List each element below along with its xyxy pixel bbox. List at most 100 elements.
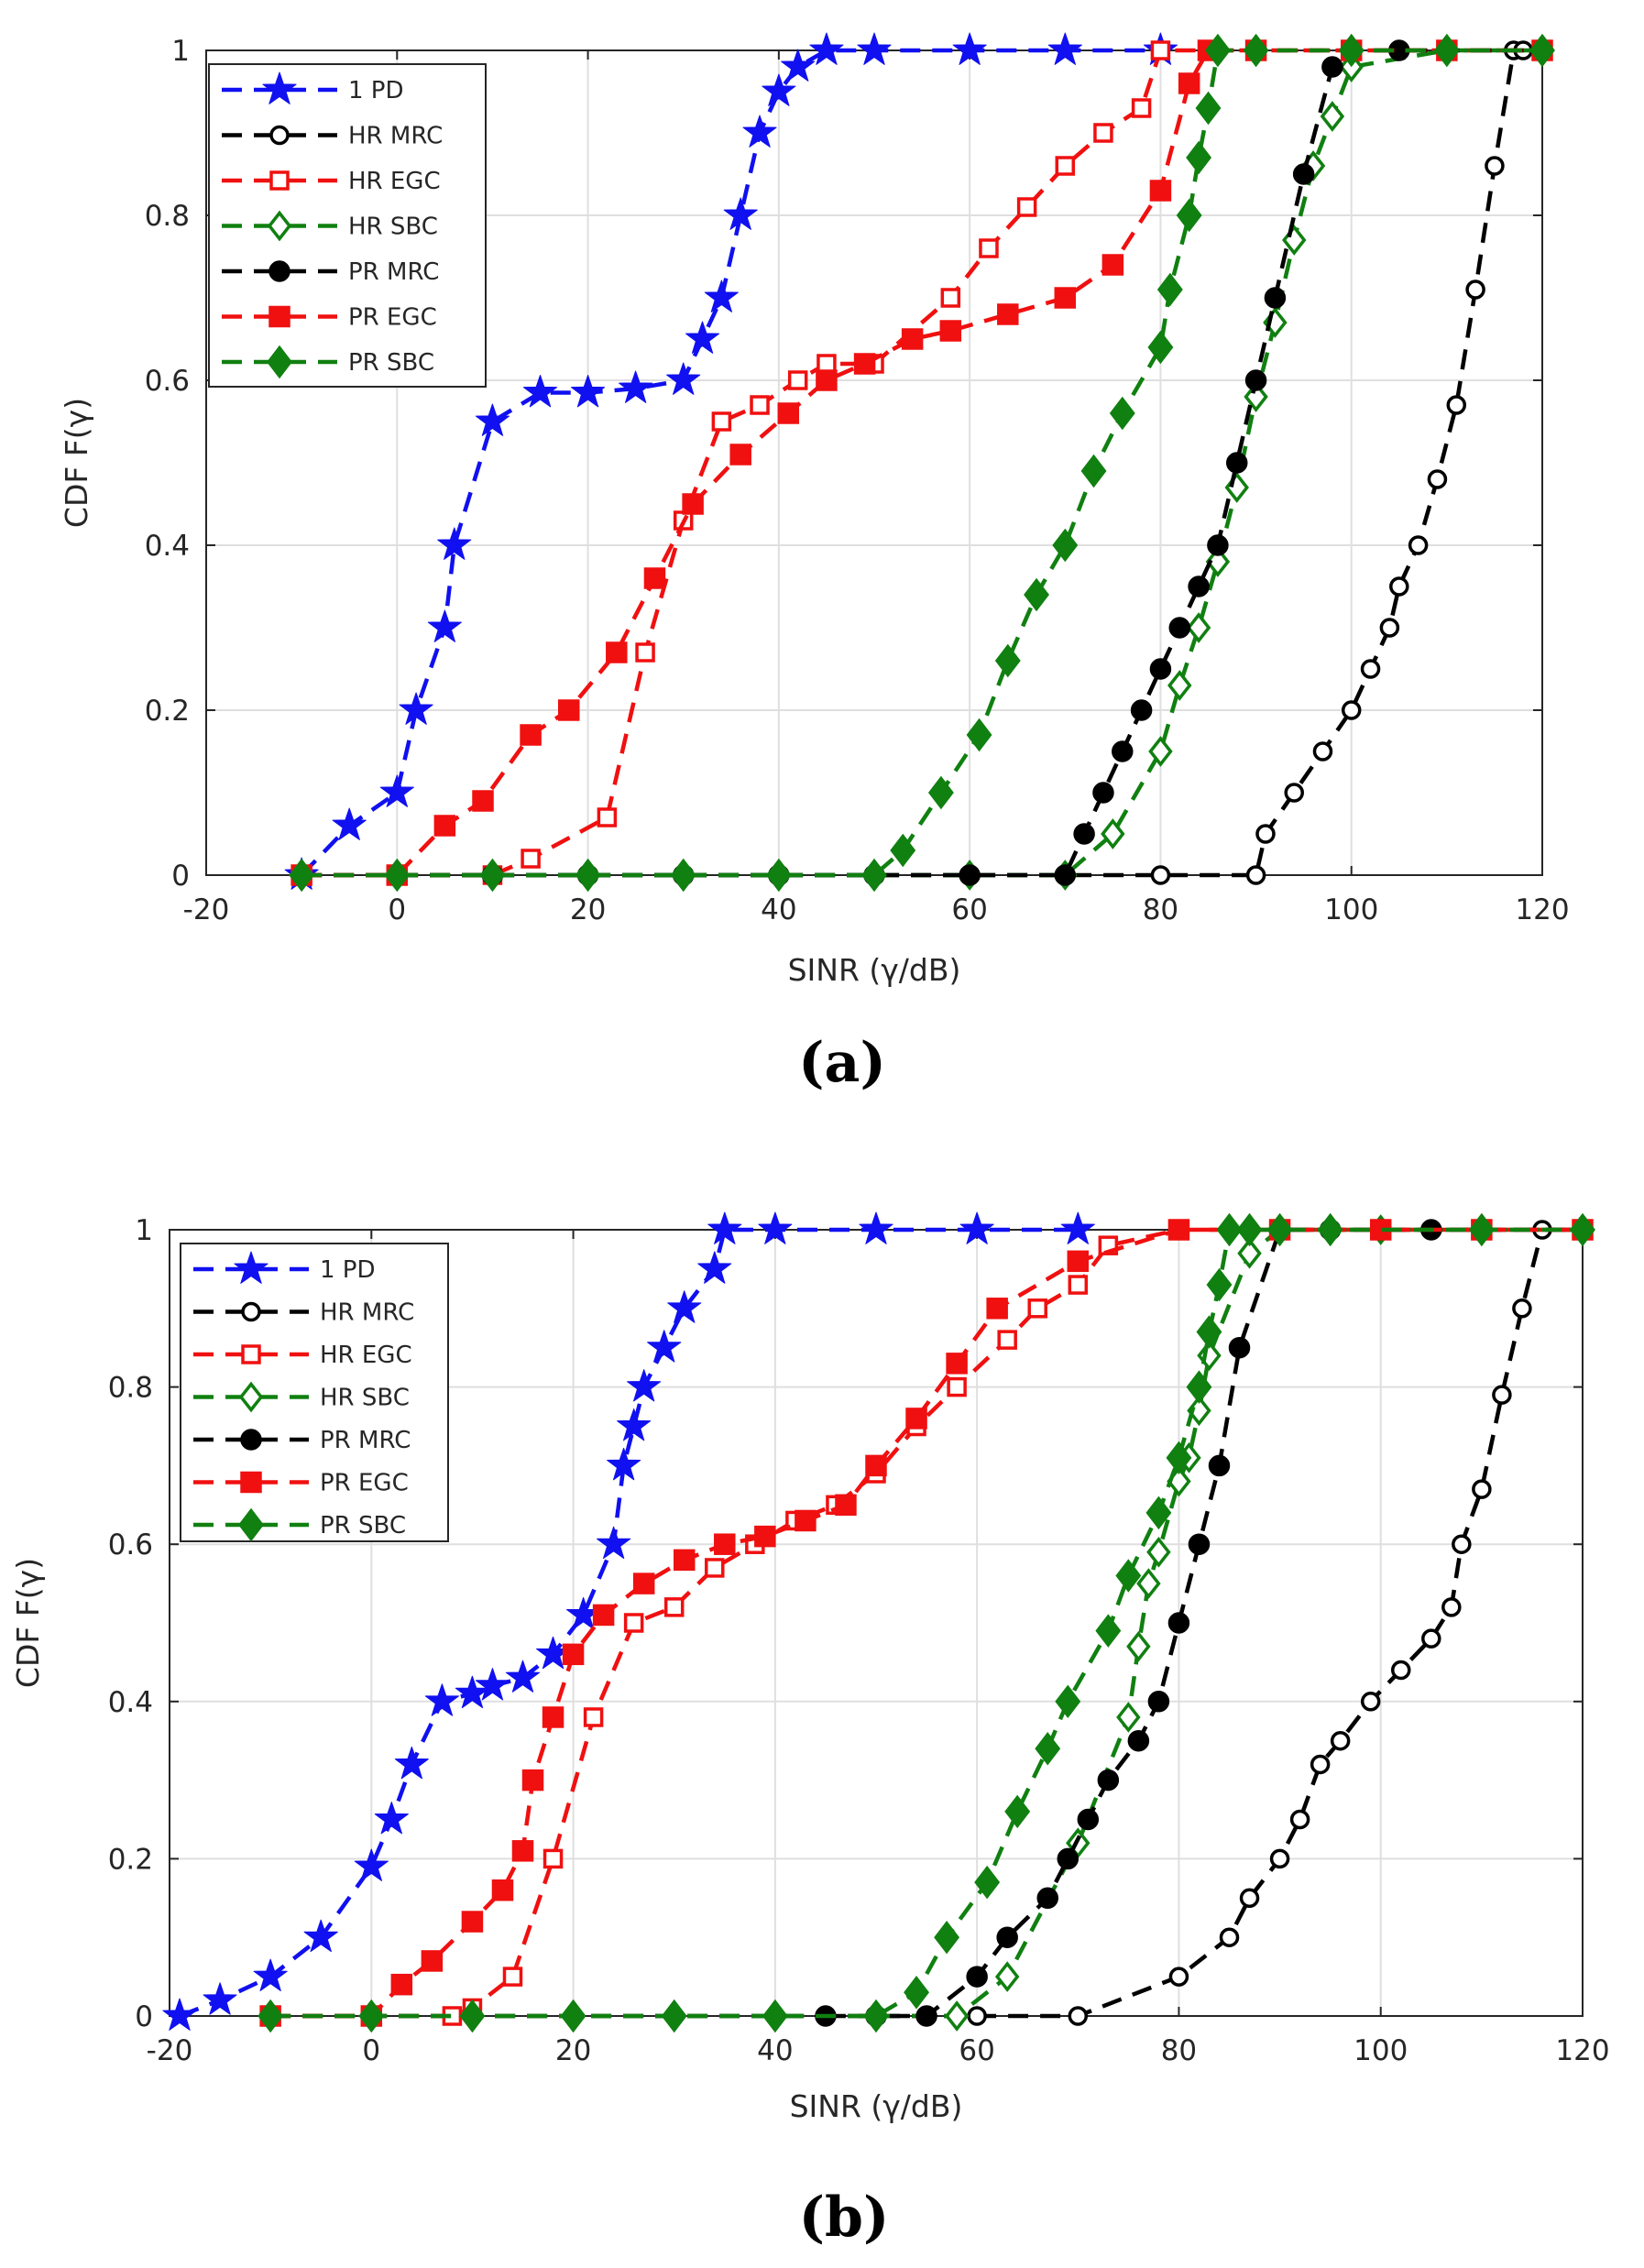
data-point (583, 1707, 604, 1727)
data-point (289, 858, 315, 893)
data-point (1092, 782, 1114, 804)
data-point (379, 774, 414, 807)
data-point (374, 1802, 409, 1835)
data-point (905, 1408, 927, 1430)
legend-marker (240, 1429, 262, 1451)
data-point (607, 1447, 641, 1481)
series-hr-sbc (258, 1214, 1595, 2032)
data-point (1320, 101, 1345, 132)
data-point (1116, 1702, 1141, 1733)
data-point (997, 303, 1019, 325)
data-point (1284, 783, 1304, 803)
series-hr-mrc (260, 1220, 1593, 2026)
y-tick-label: 1 (171, 35, 190, 68)
data-point (1055, 1684, 1081, 1719)
data-point (1529, 33, 1555, 68)
series-line (270, 1227, 1583, 2019)
data-point (1360, 659, 1381, 679)
data-point (1472, 1479, 1492, 1499)
data-point (673, 1549, 696, 1572)
legend-item: PR EGC (222, 304, 437, 332)
data-point (597, 807, 618, 827)
data-point (959, 1211, 994, 1244)
data-point (1219, 1927, 1240, 1947)
data-point (707, 1211, 742, 1244)
data-point (1360, 1692, 1381, 1712)
data-point (742, 115, 777, 148)
data-point (994, 643, 1021, 678)
legend-marker (234, 1251, 269, 1284)
data-point (1167, 670, 1192, 701)
data-point (890, 833, 916, 868)
legend-marker (238, 1381, 264, 1413)
data-point (390, 1973, 413, 1996)
legend-label: HR SBC (348, 214, 438, 241)
data-point (472, 790, 494, 812)
data-point (475, 1668, 510, 1701)
data-point (455, 1675, 489, 1709)
data-point (1224, 472, 1249, 503)
data-point (901, 328, 924, 350)
data-point (1390, 1660, 1411, 1681)
data-point (1195, 91, 1222, 126)
data-point (1167, 1219, 1190, 1241)
data-point (562, 1643, 585, 1666)
y-axis-label: CDF F(γ) (10, 1558, 46, 1688)
data-point (762, 1999, 788, 2033)
data-point (934, 1920, 960, 1955)
data-point (394, 1746, 429, 1780)
data-point (1067, 1250, 1090, 1273)
x-tick-label: 100 (1324, 893, 1378, 926)
legend-label: HR SBC (320, 1385, 410, 1412)
y-tick-label: 0.8 (145, 200, 190, 233)
x-tick-label: 60 (959, 2034, 994, 2067)
x-tick-label: 0 (388, 893, 406, 926)
data-point (663, 1597, 685, 1617)
legend-marker (269, 125, 290, 146)
data-point (502, 1967, 523, 1987)
data-point (966, 1966, 988, 1988)
series-line (301, 48, 1542, 878)
y-tick-label: 0.2 (145, 695, 190, 728)
data-point (1136, 1568, 1161, 1599)
data-point (354, 1848, 389, 1881)
data-point (643, 567, 666, 589)
data-point (1264, 287, 1287, 309)
x-tick-label: 60 (951, 893, 987, 926)
legend-label: HR MRC (348, 123, 443, 150)
data-point (491, 1879, 514, 1901)
legend-item: HR SBC (193, 1381, 410, 1413)
data-point (1196, 1315, 1222, 1349)
data-point (1027, 1298, 1047, 1319)
data-point (685, 321, 720, 354)
data-point (1208, 1454, 1231, 1477)
data-point (1097, 1769, 1120, 1791)
data-point (835, 1494, 857, 1517)
data-point (1054, 287, 1077, 309)
legend-label: PR SBC (320, 1512, 406, 1539)
y-tick-label: 0.6 (145, 365, 190, 398)
data-point (1167, 1612, 1190, 1634)
series-line (301, 48, 1542, 878)
legend-item: HR SBC (222, 210, 438, 242)
legend-box (208, 63, 487, 388)
data-point (723, 197, 758, 230)
series-1-pd (162, 1211, 1095, 2031)
data-point (1204, 33, 1231, 68)
data-point (332, 807, 367, 840)
legend-label: PR EGC (348, 304, 437, 332)
data-point (1228, 1336, 1251, 1359)
data-point (635, 642, 655, 663)
data-point (1485, 156, 1505, 176)
data-point (1178, 72, 1200, 94)
data-point (857, 32, 892, 65)
data-point (433, 815, 456, 837)
data-point (1244, 369, 1267, 391)
data-point (1080, 454, 1107, 488)
data-point (861, 858, 887, 893)
data-point (437, 527, 472, 560)
data-point (944, 2000, 970, 2032)
data-point (597, 1526, 631, 1560)
data-point (1312, 741, 1333, 761)
